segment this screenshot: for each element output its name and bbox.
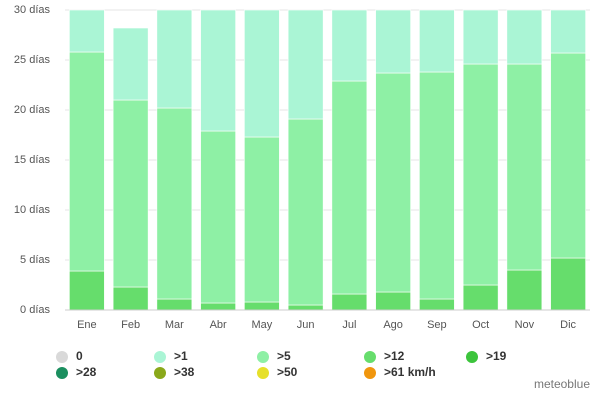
x-tick-label: Abr xyxy=(210,319,227,331)
credit: meteoblue xyxy=(534,377,590,391)
y-tick-label: 15 días xyxy=(14,154,51,166)
y-tick-label: 0 días xyxy=(20,304,50,316)
bar-segment xyxy=(550,52,586,259)
x-tick-label: Ene xyxy=(77,319,97,331)
bar-segment xyxy=(331,293,368,311)
bar-segment xyxy=(244,136,280,303)
bar-segment xyxy=(331,80,368,295)
x-tick-label: Oct xyxy=(472,319,489,331)
y-tick-label: 5 días xyxy=(20,254,50,266)
x-tick-label: Ago xyxy=(383,319,403,331)
bar-segment xyxy=(375,72,411,293)
x-tick-label: Sep xyxy=(427,319,447,331)
bar-segment xyxy=(550,9,586,54)
bar-segment xyxy=(375,291,411,311)
bar-segment xyxy=(506,269,543,311)
bar-segment xyxy=(462,9,499,65)
legend-text: >28 xyxy=(76,365,97,379)
bar-segment xyxy=(200,9,236,132)
legend-text: >1 xyxy=(174,349,188,363)
legend-marker xyxy=(364,367,376,379)
legend-marker xyxy=(466,351,478,363)
legend-text: >5 xyxy=(277,349,291,363)
x-tick-label: Mar xyxy=(165,319,184,331)
bar-segment xyxy=(156,107,193,300)
bar-segment xyxy=(287,118,324,306)
bar-segment xyxy=(112,286,149,311)
bar-segment xyxy=(156,298,193,311)
bar-segment xyxy=(156,9,193,109)
y-tick-label: 20 días xyxy=(14,104,51,116)
legend-marker xyxy=(154,367,166,379)
bar-segment xyxy=(244,301,280,311)
bar-segment xyxy=(200,130,236,304)
bar-segment xyxy=(69,51,105,272)
legend-marker xyxy=(364,351,376,363)
bar-segment xyxy=(287,9,324,120)
legend-marker xyxy=(56,367,68,379)
y-tick-label: 30 días xyxy=(14,4,51,16)
bar-segment xyxy=(419,71,455,300)
bar-segment xyxy=(462,63,499,286)
legend-text: >61 km/h xyxy=(384,365,436,379)
legend-text: >19 xyxy=(486,349,507,363)
legend-text: >12 xyxy=(384,349,405,363)
legend-marker xyxy=(257,351,269,363)
bar-segment xyxy=(550,257,586,311)
legend-text: >38 xyxy=(174,365,195,379)
legend-marker xyxy=(56,351,68,363)
bar-segment xyxy=(244,9,280,138)
bar-segment xyxy=(331,9,368,82)
bar-segment xyxy=(506,9,543,65)
bar-segment xyxy=(69,270,105,311)
x-tick-label: Dic xyxy=(560,319,576,331)
x-tick-label: Nov xyxy=(515,319,535,331)
x-tick-label: Feb xyxy=(121,319,140,331)
y-tick-label: 10 días xyxy=(14,204,51,216)
bar-segment xyxy=(419,298,455,311)
bar-segment xyxy=(200,302,236,311)
legend-marker xyxy=(154,351,166,363)
legend-text: 0 xyxy=(76,349,83,363)
bar-segment xyxy=(112,27,149,101)
bar-segment xyxy=(506,63,543,271)
bar-segment xyxy=(287,304,324,311)
bar-segment xyxy=(69,9,105,53)
bar-segment xyxy=(375,9,411,74)
y-tick-label: 25 días xyxy=(14,54,51,66)
legend-text: >50 xyxy=(277,365,298,379)
bar-segment xyxy=(419,9,455,73)
bar-segment xyxy=(462,284,499,311)
x-tick-label: May xyxy=(251,319,272,331)
legend-marker xyxy=(257,367,269,379)
bar-segment xyxy=(112,99,149,288)
x-tick-label: Jul xyxy=(342,319,356,331)
x-tick-label: Jun xyxy=(297,319,315,331)
